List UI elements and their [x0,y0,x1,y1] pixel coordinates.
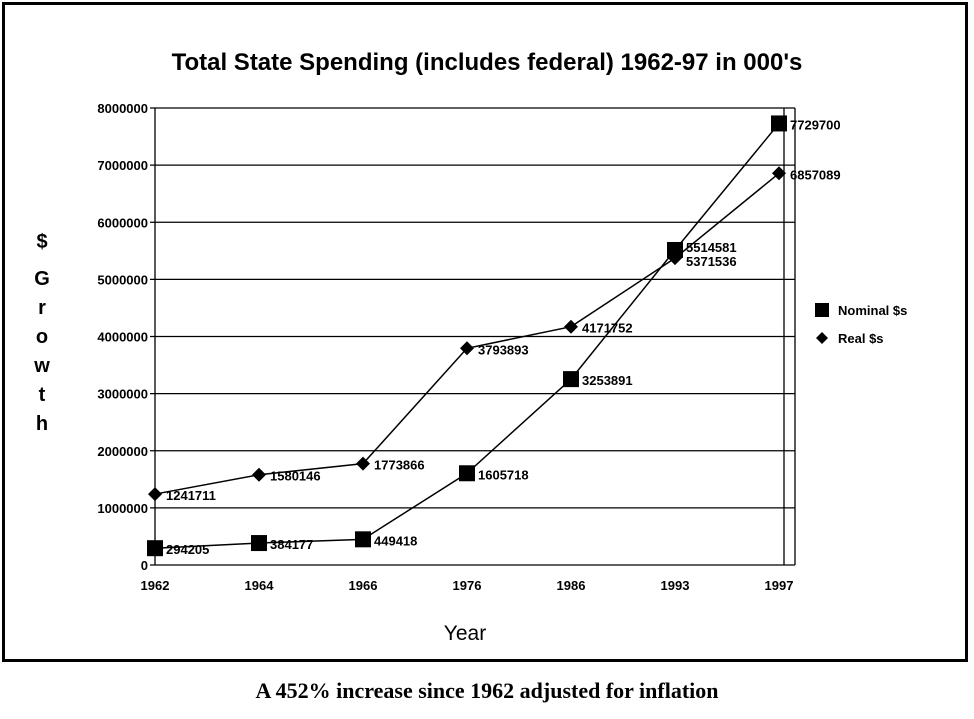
y-tick-label: 6000000 [97,215,148,230]
data-point-real [668,251,682,266]
y-axis-label-char: o [36,326,48,348]
data-label: 1241711 [166,488,216,503]
data-label: 7729700 [790,117,841,132]
data-label: 1605718 [478,467,529,482]
data-point-nominal [459,465,475,482]
series-line-Real $s [154,172,780,495]
x-tick-label: 1962 [141,578,170,593]
data-point-real [356,456,370,471]
legend-marker-nominal [815,303,829,317]
data-label: 6857089 [790,167,841,182]
data-point-nominal [147,540,163,557]
x-tick-label: 1997 [765,578,794,593]
chart-title: Total State Spending (includes federal) … [172,49,803,76]
data-label: 1580146 [270,469,321,484]
y-axis-label-char: h [36,413,48,435]
y-tick-label: 0 [141,558,148,573]
y-tick-label: 2000000 [97,444,148,459]
data-label: 384177 [270,537,313,552]
chart-frame [2,2,968,662]
y-axis-label-char: G [34,268,50,290]
data-point-real [564,319,578,334]
y-tick-label: 1000000 [97,501,148,516]
x-tick-label: 1986 [557,578,586,593]
data-point-real [772,166,786,181]
legend-label: Real $s [838,331,884,346]
y-tick-label: 4000000 [97,330,148,345]
y-tick-label: 5000000 [97,272,148,287]
x-tick-label: 1964 [245,578,275,593]
x-tick-label: 1976 [453,578,482,593]
x-tick-label: 1993 [661,578,690,593]
y-axis-label-char: t [39,384,46,406]
x-tick-label: 1966 [349,578,378,593]
series-line-Nominal $s [154,122,780,549]
caption: A 452% increase since 1962 adjusted for … [255,678,719,703]
data-label: 3253891 [582,373,633,388]
y-axis-label-char: $ [36,231,47,253]
legend-marker-real [816,332,828,344]
data-point-real [252,467,266,482]
data-point-real [460,341,474,356]
legend-label: Nominal $s [838,303,907,318]
data-label: 3793893 [478,342,529,357]
data-label: 294205 [166,542,209,557]
y-tick-label: 7000000 [97,158,148,173]
data-label: 449418 [374,533,417,548]
data-point-nominal [355,531,371,548]
y-axis-label-char: r [38,297,46,319]
data-label: 1773866 [374,458,425,473]
data-label: 5514581 [686,240,737,255]
data-point-nominal [771,115,787,132]
data-label: 4171752 [582,321,633,336]
y-axis-label-char: w [33,355,50,377]
y-tick-label: 8000000 [97,101,148,116]
x-axis-label: Year [444,622,486,645]
data-point-nominal [563,371,579,388]
data-label: 5371536 [686,254,737,269]
data-point-nominal [251,535,267,552]
data-point-real [148,487,162,502]
y-tick-label: 3000000 [97,387,148,402]
